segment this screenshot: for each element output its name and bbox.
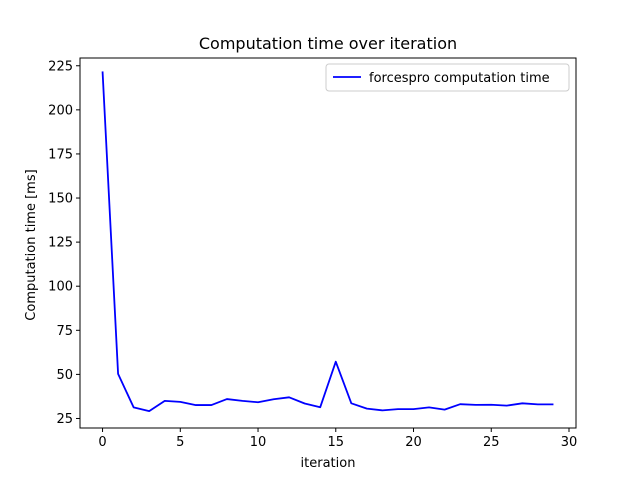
legend-box <box>325 63 570 92</box>
x-tick-label: 5 <box>176 435 184 450</box>
y-tick-label: 225 <box>48 59 73 74</box>
plot-area <box>101 71 554 412</box>
y-tick-label: 175 <box>48 147 73 162</box>
y-tick-label: 200 <box>48 103 73 118</box>
x-tick-label: 0 <box>98 435 106 450</box>
x-axis-ticks: 0 5 10 15 20 25 30 <box>98 428 577 450</box>
y-axis-label: Computation time [ms] <box>24 169 39 320</box>
x-tick-label: 30 <box>561 435 578 450</box>
y-axis-ticks: 25 50 75 100 125 150 175 200 225 <box>48 59 80 427</box>
legend-label: forcespro computation time <box>369 71 550 86</box>
x-tick-label: 10 <box>250 435 267 450</box>
x-tick-label: 25 <box>483 435 500 450</box>
y-tick-label: 100 <box>48 280 73 295</box>
y-tick-label: 75 <box>56 324 73 339</box>
y-tick-label: 125 <box>48 236 73 251</box>
x-axis-label: iteration <box>301 456 356 471</box>
y-tick-label: 150 <box>48 192 73 207</box>
chart-title: Computation time over iteration <box>199 34 457 53</box>
y-tick-label: 50 <box>56 368 73 383</box>
series-line-forcespro-computation-time <box>101 71 554 412</box>
x-tick-label: 20 <box>405 435 422 450</box>
y-tick-label: 25 <box>56 412 73 427</box>
axes-frame <box>79 57 577 429</box>
legend: forcespro computation time <box>325 63 570 92</box>
x-tick-label: 15 <box>328 435 345 450</box>
